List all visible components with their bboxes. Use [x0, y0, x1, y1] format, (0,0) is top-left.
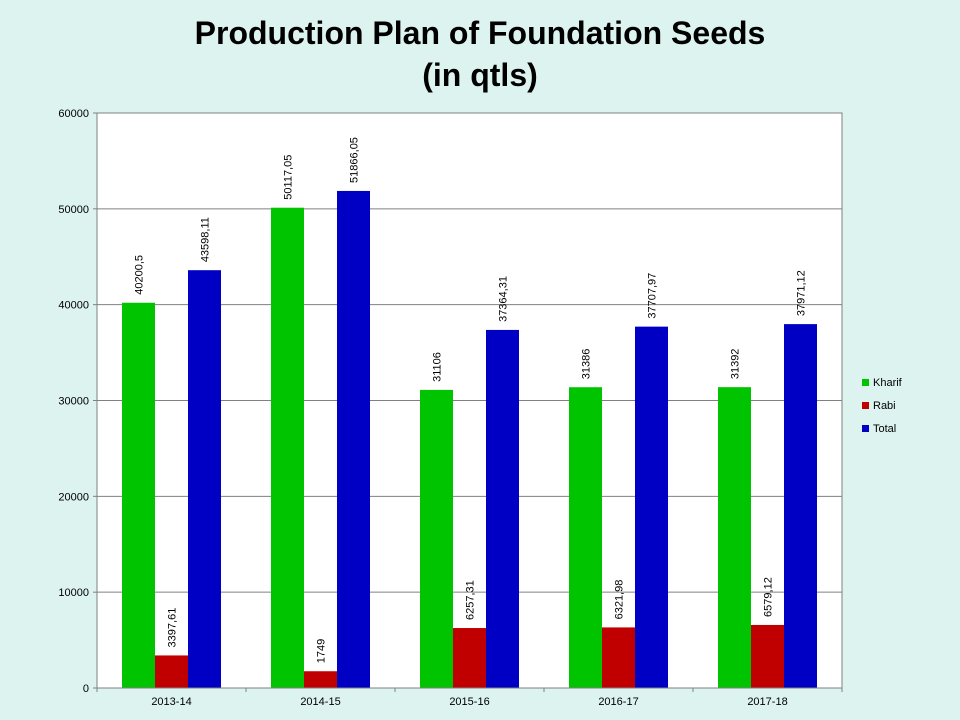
bar-rabi	[751, 624, 784, 688]
bar-total	[337, 190, 370, 688]
x-tick-label: 2014-15	[300, 696, 340, 708]
bar-total	[635, 326, 668, 688]
data-label-total: 37707,97	[647, 273, 659, 319]
bars	[122, 190, 817, 688]
x-tick-label: 2016-17	[598, 696, 638, 708]
legend-label-kharif: Kharif	[873, 377, 903, 389]
data-label-rabi: 6257,31	[465, 580, 477, 620]
bar-kharif	[569, 387, 602, 688]
data-label-kharif: 31392	[730, 349, 742, 380]
bar-rabi	[304, 671, 337, 688]
y-tick-label: 40000	[58, 300, 89, 312]
data-label-total: 37364,31	[498, 276, 510, 322]
y-tick-label: 60000	[58, 108, 89, 120]
bar-total	[486, 329, 519, 688]
chart-title-line-2: (in qtls)	[422, 57, 538, 93]
y-tick-label: 10000	[58, 587, 89, 599]
legend-swatch-kharif	[862, 379, 869, 386]
bar-kharif	[271, 207, 304, 688]
data-label-kharif: 40200,5	[134, 255, 146, 295]
data-label-total: 37971,12	[796, 270, 808, 316]
data-label-total: 51866,05	[349, 137, 361, 183]
bar-rabi	[155, 655, 188, 688]
x-tick-label: 2017-18	[747, 696, 787, 708]
data-label-total: 43598,11	[200, 217, 212, 262]
legend-label-total: Total	[873, 423, 896, 435]
chart-title: Production Plan of Foundation Seeds (in …	[0, 12, 960, 96]
legend: Kharif Rabi Total	[862, 377, 903, 435]
legend-label-rabi: Rabi	[873, 400, 896, 412]
bar-kharif	[122, 302, 155, 688]
y-tick-label: 50000	[58, 204, 89, 216]
y-tick-label: 0	[83, 683, 89, 695]
y-axis: 0 10000 20000 30000 40000 50000 60000	[58, 108, 98, 695]
y-tick-label: 30000	[58, 396, 89, 408]
data-labels: 40200,5 3397,61 43598,11 50117,05 1749 51866,…	[134, 137, 808, 663]
x-tick-label: 2015-16	[449, 696, 489, 708]
x-tick-label: 2013-14	[151, 696, 191, 708]
chart-title-line-1: Production Plan of Foundation Seeds	[194, 15, 766, 51]
bar-kharif	[420, 389, 453, 688]
bar-total	[188, 270, 221, 688]
data-label-rabi: 6321,98	[614, 580, 626, 620]
legend-swatch-rabi	[862, 402, 869, 409]
bar-kharif	[718, 387, 751, 688]
data-label-rabi: 6579,12	[763, 577, 775, 617]
bar-total	[784, 324, 817, 688]
data-label-kharif: 50117,05	[283, 155, 295, 200]
y-tick-label: 20000	[58, 491, 89, 503]
data-label-kharif: 31106	[432, 352, 444, 382]
legend-swatch-total	[862, 425, 869, 432]
bar-rabi	[453, 628, 486, 688]
data-label-rabi: 3397,61	[167, 608, 179, 648]
data-label-kharif: 31386	[581, 349, 593, 380]
gridlines	[97, 112, 842, 593]
data-label-rabi: 1749	[316, 639, 328, 663]
x-axis: 2013-14 2014-15 2015-16 2016-17 2017-18	[96, 687, 843, 708]
bar-rabi	[602, 627, 635, 688]
